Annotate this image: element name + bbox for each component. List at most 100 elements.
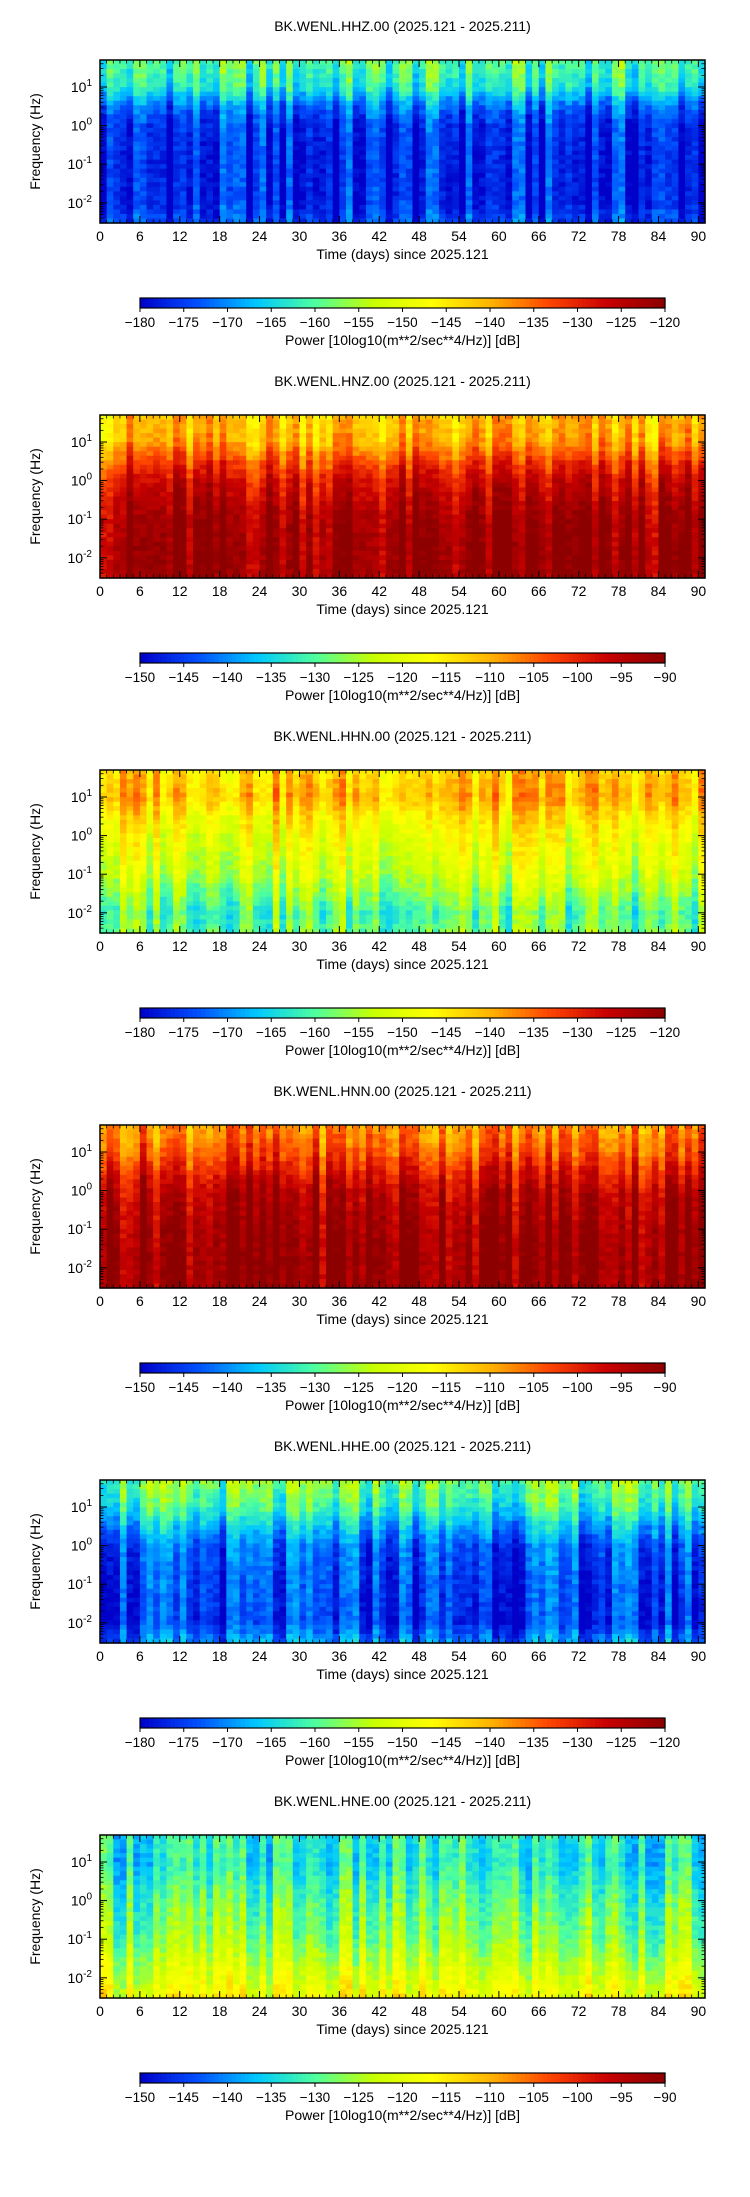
colorbar-segment xyxy=(437,298,443,308)
heatmap-cell xyxy=(631,186,640,192)
heatmap-cell xyxy=(319,195,327,201)
heatmap-cell xyxy=(126,546,134,552)
heatmap-cell xyxy=(239,213,247,220)
heatmap-cell xyxy=(173,419,181,425)
heatmap-cell xyxy=(113,419,121,425)
heatmap-cell xyxy=(166,428,174,434)
heatmap-cell xyxy=(213,218,221,224)
heatmap-cell xyxy=(292,114,301,120)
heatmap-cell xyxy=(173,164,181,170)
heatmap-cell xyxy=(119,555,128,561)
heatmap-cell xyxy=(100,177,108,183)
heatmap-cell xyxy=(365,118,374,124)
heatmap-cell xyxy=(591,114,600,120)
heatmap-cell xyxy=(658,150,666,156)
heatmap-cell xyxy=(226,496,234,502)
heatmap-cell xyxy=(665,186,673,192)
heatmap-cell xyxy=(106,64,114,70)
heatmap-cell xyxy=(465,218,473,224)
heatmap-cell xyxy=(651,168,660,174)
heatmap-cell xyxy=(259,73,267,79)
heatmap-cell xyxy=(538,177,547,183)
heatmap-cell xyxy=(232,164,241,170)
heatmap-cell xyxy=(332,182,340,188)
heatmap-cell xyxy=(246,213,254,220)
heatmap-cell xyxy=(651,69,660,75)
heatmap-cell xyxy=(365,182,374,188)
heatmap-cell xyxy=(545,155,553,161)
heatmap-cell xyxy=(173,451,181,457)
heatmap-cell xyxy=(246,218,254,224)
heatmap-cell xyxy=(246,573,254,579)
colorbar-segment xyxy=(555,298,561,308)
heatmap-cell xyxy=(252,537,261,543)
heatmap-cell xyxy=(339,109,347,115)
heatmap-cell xyxy=(272,60,281,66)
heatmap-cell xyxy=(139,78,148,84)
heatmap-cell xyxy=(219,568,227,575)
heatmap-cell xyxy=(206,460,214,466)
heatmap-cell xyxy=(658,164,666,170)
heatmap-cell xyxy=(419,78,427,84)
heatmap-cell xyxy=(166,82,174,88)
heatmap-cell xyxy=(306,141,314,147)
heatmap-cell xyxy=(106,96,114,102)
heatmap-cell xyxy=(512,136,520,143)
heatmap-cell xyxy=(119,96,128,102)
colorbar-segment xyxy=(546,298,552,308)
heatmap-cell xyxy=(266,541,274,547)
heatmap-cell xyxy=(538,96,547,102)
heatmap-cell xyxy=(425,218,434,224)
heatmap-cell xyxy=(173,464,181,470)
heatmap-cell xyxy=(106,478,114,484)
heatmap-cell xyxy=(319,173,327,179)
heatmap-cell xyxy=(279,528,287,534)
heatmap-cell xyxy=(193,537,201,543)
heatmap-cell xyxy=(206,537,214,543)
heatmap-cell xyxy=(478,91,487,97)
heatmap-cell xyxy=(179,433,188,439)
colorbar-segment xyxy=(258,298,264,308)
heatmap-cell xyxy=(665,173,673,179)
heatmap-cell xyxy=(139,204,148,211)
heatmap-cell xyxy=(538,123,547,129)
heatmap-cell xyxy=(671,96,680,102)
heatmap-cell xyxy=(591,191,600,197)
heatmap-cell xyxy=(312,510,320,516)
heatmap-cell xyxy=(186,109,194,115)
heatmap-cell xyxy=(133,73,141,79)
heatmap-cell xyxy=(259,428,267,434)
heatmap-cell xyxy=(538,168,547,174)
heatmap-cell xyxy=(339,60,347,66)
y-tick-label: 10-1 xyxy=(68,155,93,172)
heatmap-cell xyxy=(153,69,161,75)
heatmap-cell xyxy=(179,200,188,206)
heatmap-cell xyxy=(173,191,181,197)
colorbar-segment xyxy=(455,298,460,308)
heatmap-cell xyxy=(292,437,301,443)
heatmap-cell xyxy=(412,191,420,197)
heatmap-cell xyxy=(199,173,207,179)
heatmap-cell xyxy=(492,164,500,170)
heatmap-cell xyxy=(259,78,267,84)
heatmap-cell xyxy=(232,455,241,461)
heatmap-cell xyxy=(399,155,407,161)
heatmap-cell xyxy=(385,182,394,188)
heatmap-cell xyxy=(332,100,340,106)
heatmap-cell xyxy=(106,146,114,152)
colorbar-segment xyxy=(433,298,439,308)
heatmap-cell xyxy=(159,514,168,520)
heatmap-cell xyxy=(299,442,307,448)
heatmap-cell xyxy=(419,87,427,93)
heatmap-cell xyxy=(239,460,247,466)
heatmap-cell xyxy=(252,446,261,452)
heatmap-cell xyxy=(146,173,154,179)
heatmap-cell xyxy=(159,528,168,534)
heatmap-cell xyxy=(485,218,493,224)
colorbar-segment xyxy=(363,298,369,308)
heatmap-cell xyxy=(552,150,560,156)
heatmap-cell xyxy=(173,541,181,547)
heatmap-cell xyxy=(133,564,141,570)
heatmap-cell xyxy=(665,109,673,115)
heatmap-cell xyxy=(345,100,354,106)
